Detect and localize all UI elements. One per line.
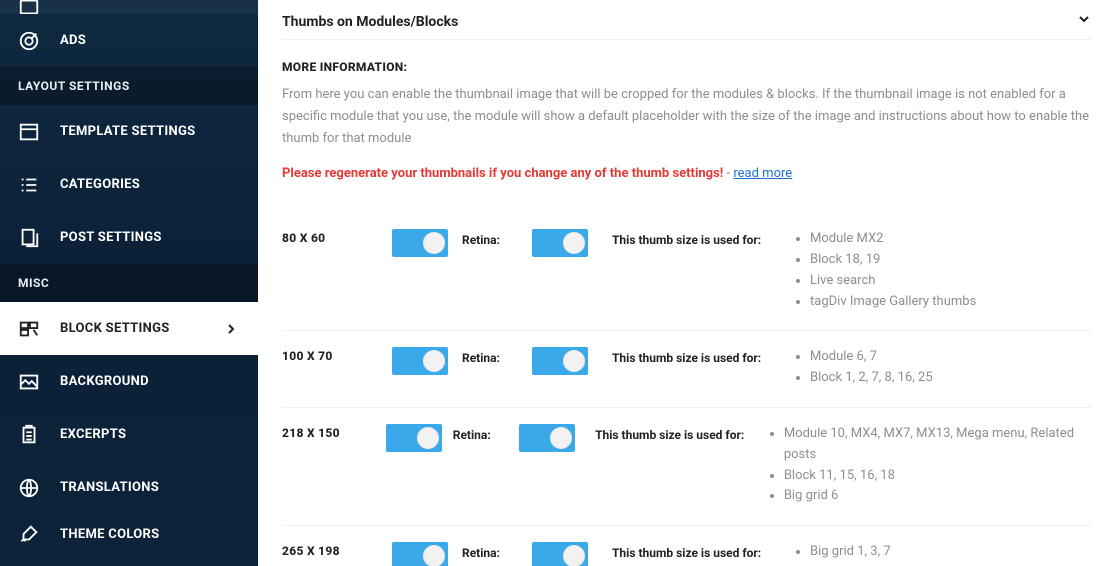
toggle-knob bbox=[563, 545, 585, 566]
retina-label: Retina: bbox=[453, 424, 519, 442]
read-more-link[interactable]: read more bbox=[733, 166, 792, 181]
used-for-list: Module MX2Block 18, 19Live searchtagDiv … bbox=[792, 229, 1092, 312]
thumb-row: 218 X 150 Retina: This thumb size is use… bbox=[282, 408, 1092, 526]
thumb-size-label: 265 X 198 bbox=[282, 542, 392, 558]
used-for-item: tagDiv Image Gallery thumbs bbox=[810, 292, 1092, 313]
sidebar-item-translations[interactable]: TRANSLATIONS bbox=[0, 461, 258, 514]
sidebar-item-ads[interactable]: ADS bbox=[0, 14, 258, 67]
retina-label: Retina: bbox=[462, 542, 532, 560]
sidebar-section-layout: LAYOUT SETTINGS bbox=[0, 67, 258, 105]
warning-sep: - bbox=[723, 166, 733, 181]
chevron-down-icon bbox=[1076, 11, 1092, 32]
toggle-knob bbox=[423, 232, 445, 254]
used-for-item: Module 10, MX4, MX7, MX13, Mega menu, Re… bbox=[784, 424, 1092, 466]
thumb-row: 80 X 60 Retina: This thumb size is used … bbox=[282, 213, 1092, 331]
layout-icon bbox=[18, 121, 46, 143]
panel-header[interactable]: Thumbs on Modules/Blocks bbox=[282, 0, 1092, 40]
used-for-item: Live search bbox=[810, 271, 1092, 292]
toggle-knob bbox=[423, 545, 445, 566]
sidebar: ADS LAYOUT SETTINGS TEMPLATE SETTINGS CA… bbox=[0, 0, 258, 566]
toggle-knob bbox=[417, 427, 439, 449]
used-for-list: Module 10, MX4, MX7, MX13, Mega menu, Re… bbox=[766, 424, 1092, 507]
sidebar-item-label: TEMPLATE SETTINGS bbox=[60, 124, 195, 139]
toggle-knob bbox=[550, 427, 572, 449]
thumb-row: 100 X 70 Retina: This thumb size is used… bbox=[282, 331, 1092, 408]
info-title: MORE INFORMATION: bbox=[282, 60, 1092, 74]
blocks-icon bbox=[18, 318, 46, 340]
clipboard-icon bbox=[18, 424, 46, 446]
docs-icon bbox=[18, 227, 46, 249]
sidebar-item-label: THEME COLORS bbox=[60, 527, 159, 542]
used-for-item: Block 11, 15, 16, 18 bbox=[784, 466, 1092, 487]
sidebar-item-label: ADS bbox=[60, 33, 86, 48]
globe-icon bbox=[18, 477, 46, 499]
list-icon bbox=[18, 174, 46, 196]
thumb-size-label: 218 X 150 bbox=[282, 424, 386, 440]
used-for-list: Big grid 1, 3, 7 bbox=[792, 542, 1092, 563]
toggle-knob bbox=[563, 350, 585, 372]
sidebar-item-background[interactable]: BACKGROUND bbox=[0, 355, 258, 408]
info-text: From here you can enable the thumbnail i… bbox=[282, 84, 1092, 150]
enable-toggle[interactable] bbox=[392, 542, 448, 566]
sidebar-section-label: MISC bbox=[18, 276, 49, 290]
chevron-right-icon bbox=[222, 320, 240, 338]
brush-icon bbox=[18, 523, 46, 545]
sidebar-item-post-settings[interactable]: POST SETTINGS bbox=[0, 211, 258, 264]
enable-toggle[interactable] bbox=[392, 229, 448, 257]
sidebar-item-label: BACKGROUND bbox=[60, 374, 149, 389]
used-for-label: This thumb size is used for: bbox=[612, 347, 792, 365]
toggle-knob bbox=[563, 232, 585, 254]
used-for-item: Block 18, 19 bbox=[810, 250, 1092, 271]
used-for-item: Module MX2 bbox=[810, 229, 1092, 250]
warning-text: Please regenerate your thumbnails if you… bbox=[282, 166, 723, 181]
sidebar-item-truncated-top[interactable] bbox=[0, 0, 258, 14]
thumb-size-label: 100 X 70 bbox=[282, 347, 392, 363]
panel-title: Thumbs on Modules/Blocks bbox=[282, 14, 458, 30]
used-for-item: Big grid 6 bbox=[784, 486, 1092, 507]
used-for-label: This thumb size is used for: bbox=[595, 424, 766, 442]
thumb-size-label: 80 X 60 bbox=[282, 229, 392, 245]
retina-toggle[interactable] bbox=[519, 424, 575, 452]
sidebar-item-excerpts[interactable]: EXCERPTS bbox=[0, 408, 258, 461]
sidebar-item-categories[interactable]: CATEGORIES bbox=[0, 158, 258, 211]
main-panel: Thumbs on Modules/Blocks MORE INFORMATIO… bbox=[258, 0, 1116, 566]
sidebar-item-template-settings[interactable]: TEMPLATE SETTINGS bbox=[0, 105, 258, 158]
retina-label: Retina: bbox=[462, 347, 532, 365]
used-for-label: This thumb size is used for: bbox=[612, 542, 792, 560]
thumb-rows: 80 X 60 Retina: This thumb size is used … bbox=[282, 213, 1092, 566]
used-for-item: Module 6, 7 bbox=[810, 347, 1092, 368]
used-for-list: Module 6, 7Block 1, 2, 7, 8, 16, 25 bbox=[792, 347, 1092, 389]
target-icon bbox=[18, 30, 46, 52]
used-for-label: This thumb size is used for: bbox=[612, 229, 792, 247]
sidebar-item-block-settings[interactable]: BLOCK SETTINGS bbox=[0, 302, 258, 355]
used-for-item: Block 1, 2, 7, 8, 16, 25 bbox=[810, 368, 1092, 389]
retina-toggle[interactable] bbox=[532, 229, 588, 257]
used-for-item: Big grid 1, 3, 7 bbox=[810, 542, 1092, 563]
info-block: MORE INFORMATION: From here you can enab… bbox=[282, 40, 1092, 189]
app-layout: ADS LAYOUT SETTINGS TEMPLATE SETTINGS CA… bbox=[0, 0, 1116, 566]
enable-toggle[interactable] bbox=[386, 424, 442, 452]
retina-toggle[interactable] bbox=[532, 542, 588, 566]
sidebar-item-label: EXCERPTS bbox=[60, 427, 126, 442]
sidebar-item-label: BLOCK SETTINGS bbox=[60, 321, 170, 336]
retina-label: Retina: bbox=[462, 229, 532, 247]
sidebar-section-label: LAYOUT SETTINGS bbox=[18, 79, 130, 93]
sidebar-item-theme-colors[interactable]: THEME COLORS bbox=[0, 514, 258, 554]
sidebar-section-misc: MISC bbox=[0, 264, 258, 302]
image-icon bbox=[18, 371, 46, 393]
toggle-knob bbox=[423, 350, 445, 372]
sidebar-item-label: CATEGORIES bbox=[60, 177, 140, 192]
sidebar-item-label: POST SETTINGS bbox=[60, 230, 162, 245]
thumb-row: 265 X 198 Retina: This thumb size is use… bbox=[282, 526, 1092, 566]
warning-line: Please regenerate your thumbnails if you… bbox=[282, 166, 1092, 181]
generic-icon bbox=[18, 0, 46, 14]
retina-toggle[interactable] bbox=[532, 347, 588, 375]
enable-toggle[interactable] bbox=[392, 347, 448, 375]
sidebar-item-label: TRANSLATIONS bbox=[60, 480, 159, 495]
